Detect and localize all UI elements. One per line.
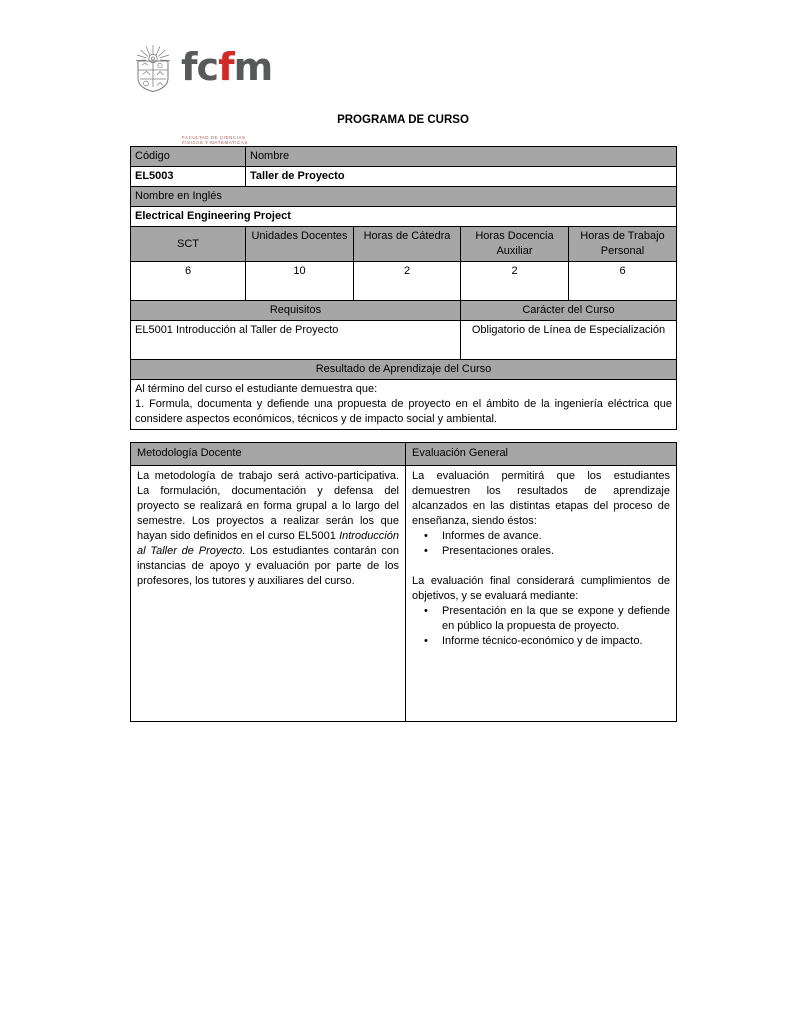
wordmark-fc: fc [181, 45, 219, 89]
wordmark-m: m [233, 45, 274, 89]
cell-resultado-label: Resultado de Aprendizaje del Curso [130, 359, 677, 380]
table-row-method-header: Metodología Docente Evaluación General [130, 442, 677, 466]
table-row-codigo-value: EL5003 Taller de Proyecto [130, 166, 677, 187]
cell-metric-header-unidades-docentes: Unidades Docentes [245, 226, 354, 262]
cell-codigo-label: Código [130, 146, 246, 167]
list-item: Informes de avance. [424, 529, 670, 544]
cell-codigo-value: EL5003 [130, 166, 246, 187]
cell-metric-header-horas-docencia-auxiliar: Horas Docencia Auxiliar [460, 226, 569, 262]
evaluacion-bullet-list-2: Presentación en la que se expone y defie… [412, 604, 670, 649]
table-row-codigo-header: Código Nombre [130, 146, 677, 167]
evaluacion-paragraph-1: La evaluación permitirá que los estudian… [412, 470, 670, 527]
table-row-requisitos-header: Requisitos Carácter del Curso [130, 300, 677, 321]
cell-metric-value-unidades-docentes: 10 [245, 261, 354, 301]
cell-evaluacion-body: La evaluación permitirá que los estudian… [405, 465, 677, 722]
cell-evaluacion-label: Evaluación General [405, 442, 677, 466]
cell-nombre-ingles-value: Electrical Engineering Project [130, 206, 677, 227]
cell-nombre-value: Taller de Proyecto [245, 166, 677, 187]
course-info-table: Código Nombre EL5003 Taller de Proyecto … [130, 146, 677, 430]
table-row-requisitos-value: EL5001 Introducción al Taller de Proyect… [130, 320, 677, 360]
cell-nombre-label: Nombre [245, 146, 677, 167]
wordmark-f-red: f [218, 45, 235, 89]
table-row-method-body: La metodología de trabajo será activo-pa… [130, 465, 677, 722]
faculty-subtitle-line2: FISICAS Y MATEMATICAS [182, 140, 248, 146]
table-row-resultado-value: Al término del curso el estudiante demue… [130, 379, 677, 430]
evaluacion-bullet-list-1: Informes de avance. Presentaciones orale… [412, 529, 670, 559]
cell-metodologia-body: La metodología de trabajo será activo-pa… [130, 465, 406, 722]
fcfm-logo: fcfm FACULTAD DE CIENCIAS FISICAS Y MATE… [131, 44, 371, 151]
faculty-subtitle-line1: FACULTAD DE CIENCIAS [182, 135, 246, 140]
cell-metric-header-horas-catedra: Horas de Cátedra [353, 226, 461, 262]
metodologia-paragraph: La metodología de trabajo será activo-pa… [137, 469, 399, 589]
cell-metric-header-horas-trabajo-personal: Horas de Trabajo Personal [568, 226, 677, 262]
table-row-ingles-value: Electrical Engineering Project [130, 206, 677, 227]
table-row-metrics-header: SCT Unidades Docentes Horas de Cátedra H… [130, 226, 677, 262]
table-row-metrics-values: 6 10 2 2 6 [130, 261, 677, 301]
resultado-intro: Al término del curso el estudiante demue… [135, 383, 378, 395]
list-item: Informe técnico-económico y de impacto. [424, 634, 670, 649]
metodologia-text-part2: . Los estudiantes contarán con instancia… [137, 545, 399, 587]
evaluacion-paragraph-2: La evaluación final considerará cumplimi… [412, 575, 670, 602]
cell-metric-value-horas-trabajo-personal: 6 [568, 261, 677, 301]
cell-requisitos-label: Requisitos [130, 300, 461, 321]
resultado-item-1: 1. Formula, documenta y defiende una pro… [135, 398, 672, 425]
cell-resultado-value: Al término del curso el estudiante demue… [130, 379, 677, 430]
university-crest-icon [135, 45, 171, 92]
fcfm-wordmark: fcfm [181, 45, 274, 89]
spacer [412, 559, 670, 574]
list-item: Presentación en la que se expone y defie… [424, 604, 670, 634]
methodology-evaluation-table: Metodología Docente Evaluación General L… [130, 442, 677, 722]
cell-metric-header-sct: SCT [130, 226, 246, 262]
cell-metric-value-sct: 6 [130, 261, 246, 301]
cell-metric-value-horas-docencia-auxiliar: 2 [460, 261, 569, 301]
table-row-resultado-header: Resultado de Aprendizaje del Curso [130, 359, 677, 380]
cell-caracter-label: Carácter del Curso [460, 300, 677, 321]
metodologia-text-part1: La metodología de trabajo será activo-pa… [137, 470, 399, 542]
page-title: PROGRAMA DE CURSO [337, 114, 469, 126]
cell-caracter-value: Obligatorio de Línea de Especialización [460, 320, 677, 360]
cell-requisitos-value: EL5001 Introducción al Taller de Proyect… [130, 320, 461, 360]
list-item: Presentaciones orales. [424, 544, 670, 559]
cell-metric-value-horas-catedra: 2 [353, 261, 461, 301]
cell-metodologia-label: Metodología Docente [130, 442, 406, 466]
cell-nombre-ingles-label: Nombre en Inglés [130, 186, 677, 207]
metodologia-course-title-italic: Introducción al Taller de Proyecto [137, 530, 399, 557]
table-row-ingles-header: Nombre en Inglés [130, 186, 677, 207]
